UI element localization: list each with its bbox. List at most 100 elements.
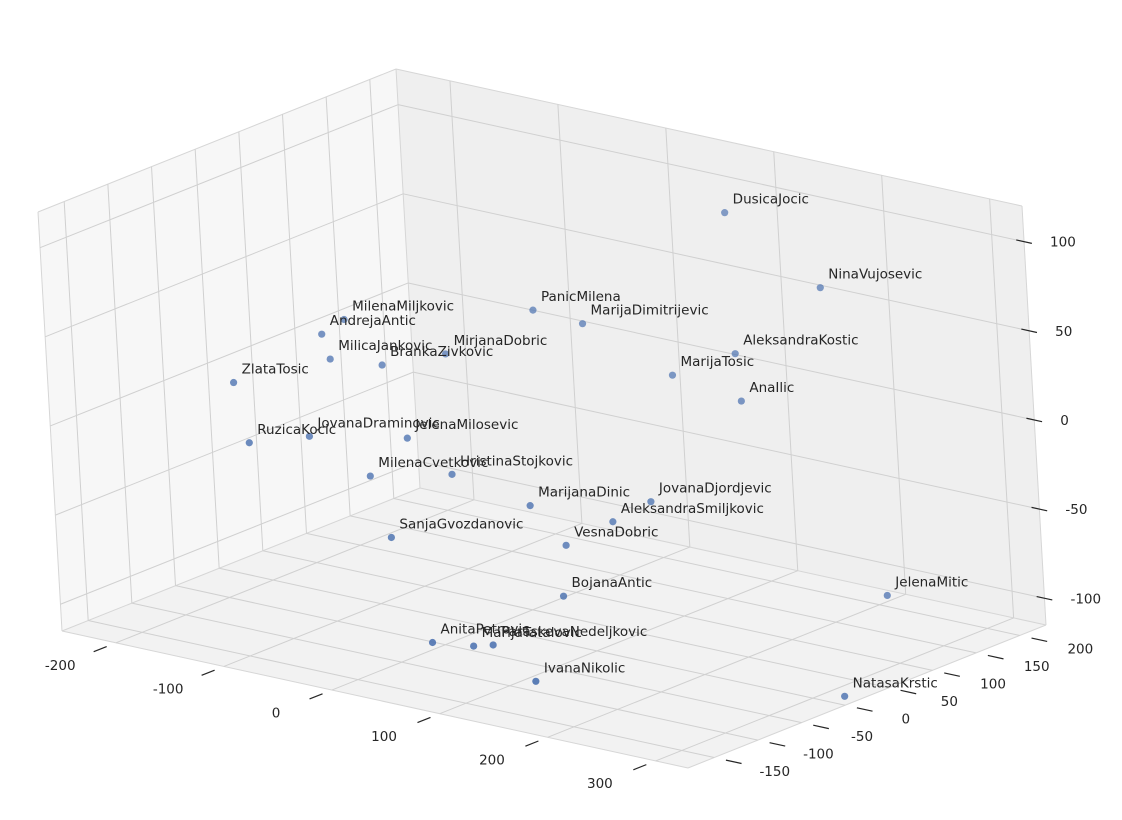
x-grid-line-back bbox=[773, 151, 799, 571]
data-point-label: ParaskevaNedeljkovic bbox=[501, 624, 647, 640]
data-point bbox=[326, 355, 334, 363]
data-point-label: JovanaDjordjevic bbox=[658, 481, 772, 497]
y-tick-mark bbox=[1031, 637, 1048, 643]
y-tick-mark bbox=[944, 672, 960, 677]
z-tick-label: -50 bbox=[1065, 502, 1087, 518]
z-grid-line-back bbox=[418, 460, 1045, 599]
x-tick-mark bbox=[417, 716, 431, 724]
x-tick-mark bbox=[525, 740, 539, 747]
data-point-label: BrankaZivkovic bbox=[390, 344, 493, 360]
data-point-label: MarijaTosic bbox=[680, 354, 754, 370]
y-grid-line-floor bbox=[131, 602, 758, 741]
data-point-label: MirjanaDobric bbox=[454, 333, 548, 349]
y-tick-mark bbox=[813, 724, 829, 730]
data-point bbox=[305, 432, 314, 440]
floor-pane bbox=[62, 488, 1046, 768]
x-grid-line-floor bbox=[223, 522, 583, 667]
data-point-label: NinaVujosevic bbox=[828, 267, 922, 283]
y-tick-label: 200 bbox=[1067, 642, 1093, 658]
x-tick-label: -200 bbox=[45, 658, 76, 674]
data-point bbox=[403, 434, 411, 442]
data-point-label: MarijaTatalovic bbox=[482, 625, 582, 641]
x-tick-label: 0 bbox=[272, 705, 281, 721]
data-point-label: MilicaJankovic bbox=[338, 338, 432, 354]
data-point bbox=[366, 472, 374, 480]
x-grid-line-back bbox=[989, 198, 1015, 618]
x-grid-line-floor bbox=[547, 593, 906, 738]
data-point-label: AleksandraKostic bbox=[743, 333, 858, 349]
data-point-label: MarijaDimitrijevic bbox=[591, 303, 709, 319]
y-tick-label: 100 bbox=[980, 677, 1006, 693]
data-point-label: DusicaJocic bbox=[733, 192, 809, 208]
data-point-label: RuzicaKocic bbox=[257, 422, 336, 438]
data-point bbox=[883, 591, 891, 600]
x-tick-mark bbox=[633, 764, 647, 771]
data-point-label: HristinaStojkovic bbox=[460, 453, 573, 469]
x-grid-line-floor bbox=[331, 546, 691, 691]
x-tick-mark bbox=[93, 645, 107, 653]
y-tick-mark bbox=[856, 707, 873, 712]
z-grid-line-left bbox=[44, 193, 404, 338]
z-grid-line-back bbox=[397, 104, 1025, 243]
pane-edge bbox=[37, 68, 397, 213]
z-grid-line-left bbox=[50, 282, 409, 427]
z-tick-mark bbox=[1036, 595, 1053, 601]
y-tick-label: 0 bbox=[901, 711, 910, 727]
data-point-label: AndrejaAntic bbox=[330, 313, 416, 329]
x-grid-line-floor bbox=[115, 499, 475, 644]
x-grid-line-floor bbox=[655, 617, 1014, 762]
y-grid-line-left bbox=[63, 201, 89, 621]
z-tick-mark bbox=[1021, 328, 1038, 334]
y-grid-line-left bbox=[369, 79, 395, 499]
data-point-label: SanjaGvozdanovic bbox=[399, 516, 523, 532]
y-grid-line-left bbox=[194, 149, 220, 569]
data-point-label: MarijanaDinic bbox=[538, 485, 630, 501]
y-grid-line-left bbox=[281, 114, 307, 534]
data-point-label: ZlataTosic bbox=[242, 362, 309, 378]
y-grid-line-left bbox=[325, 96, 351, 516]
data-point bbox=[245, 439, 253, 447]
z-tick-label: 100 bbox=[1050, 235, 1076, 251]
data-point bbox=[647, 498, 655, 506]
data-point bbox=[559, 592, 568, 600]
pane-edge bbox=[1021, 205, 1047, 626]
data-point-label: MilenaMiljkovic bbox=[352, 298, 454, 314]
data-point-label: AleksandraSmiljkovic bbox=[621, 501, 764, 517]
data-point bbox=[841, 692, 849, 700]
data-point-label: MilenaCvetkovic bbox=[378, 455, 488, 471]
z-tick-label: -100 bbox=[1070, 591, 1101, 607]
x-tick-mark bbox=[201, 669, 215, 676]
data-point bbox=[562, 541, 570, 549]
y-tick-label: 150 bbox=[1024, 659, 1050, 675]
pane-edge bbox=[61, 630, 689, 769]
y-tick-mark bbox=[769, 742, 786, 747]
axes-panes bbox=[37, 68, 1047, 769]
y-grid-line-floor bbox=[262, 550, 889, 689]
data-point bbox=[428, 638, 437, 647]
z-grid-line-left bbox=[60, 460, 419, 605]
y-grid-line-floor bbox=[219, 567, 846, 706]
grid-lines bbox=[39, 79, 1045, 762]
pane-edge bbox=[37, 211, 63, 632]
x-grid-line-back bbox=[449, 80, 475, 500]
z-tick-label: 0 bbox=[1060, 413, 1069, 429]
pane-edge bbox=[419, 487, 1047, 626]
x-tick-label: -100 bbox=[153, 682, 184, 698]
x-grid-line-back bbox=[557, 104, 583, 524]
x-tick-label: 100 bbox=[371, 729, 397, 745]
y-tick-label: -150 bbox=[759, 764, 790, 780]
data-point-label: NatasaKrstic bbox=[853, 675, 938, 691]
data-point bbox=[230, 378, 238, 387]
x-tick-label: 300 bbox=[587, 776, 613, 792]
data-point bbox=[340, 315, 348, 324]
pane-edge bbox=[395, 68, 1023, 207]
pane-edge bbox=[395, 68, 421, 489]
data-point bbox=[448, 470, 456, 478]
y-tick-label: -100 bbox=[803, 746, 834, 762]
data-point bbox=[609, 518, 617, 526]
data-point bbox=[532, 677, 540, 685]
data-point bbox=[489, 641, 497, 649]
data-point bbox=[737, 397, 745, 405]
data-point-label: IvanaNikolic bbox=[544, 660, 625, 676]
